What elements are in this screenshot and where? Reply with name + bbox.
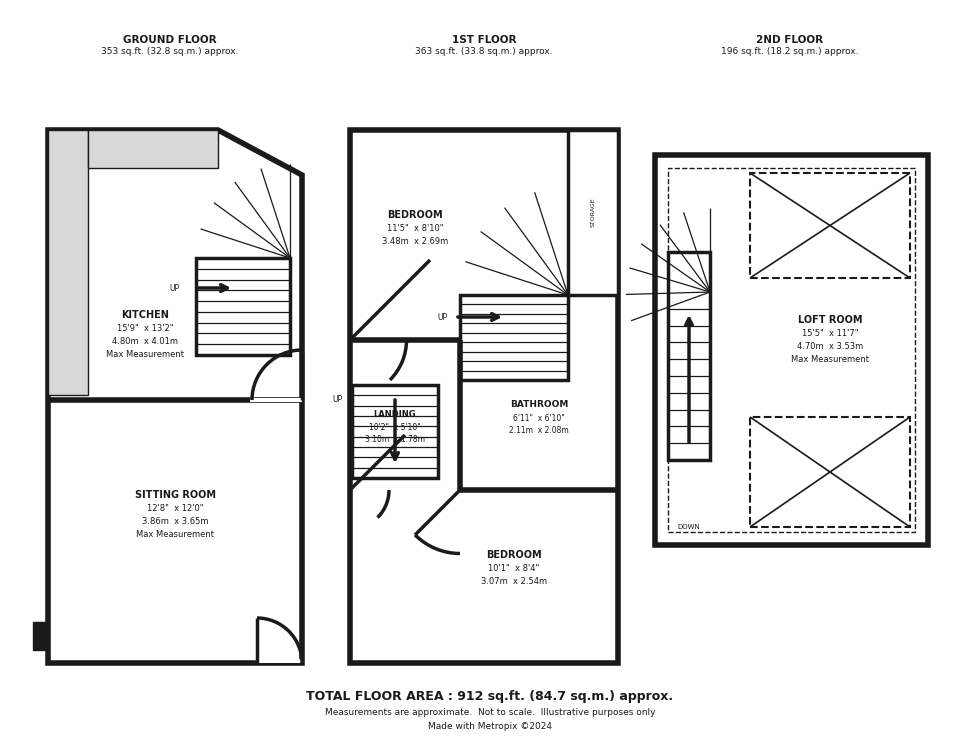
Text: 4.80m  x 4.01m: 4.80m x 4.01m [112, 337, 178, 346]
Text: KITCHEN: KITCHEN [122, 310, 169, 320]
Text: Max Measurement: Max Measurement [136, 530, 214, 539]
Text: BEDROOM: BEDROOM [486, 550, 542, 560]
Bar [568, 130, 618, 295]
Text: TOTAL FLOOR AREA : 912 sq.ft. (84.7 sq.m.) approx.: TOTAL FLOOR AREA : 912 sq.ft. (84.7 sq.m… [307, 690, 673, 703]
Text: LANDING: LANDING [373, 410, 416, 419]
Text: Measurements are approximate.  Not to scale.  Illustrative purposes only: Measurements are approximate. Not to sca… [324, 708, 656, 717]
Text: 3.86m  x 3.65m: 3.86m x 3.65m [142, 517, 209, 526]
Text: DOWN: DOWN [677, 524, 701, 530]
Text: 3.48m  x 2.69m: 3.48m x 2.69m [382, 237, 448, 246]
Bar [257, 659, 302, 663]
Bar [460, 295, 568, 380]
Text: 12'8"  x 12'0": 12'8" x 12'0" [147, 504, 203, 513]
Text: Made with Metropix ©2024: Made with Metropix ©2024 [428, 722, 552, 731]
Bar [655, 155, 928, 545]
Text: 2ND FLOOR: 2ND FLOOR [757, 35, 823, 45]
Bar [88, 130, 218, 168]
Polygon shape [48, 130, 302, 663]
Text: 15'9"  x 13'2": 15'9" x 13'2" [117, 324, 173, 333]
Text: 3.10m  x 1.78m: 3.10m x 1.78m [365, 435, 425, 444]
Text: 1ST FLOOR: 1ST FLOOR [452, 35, 516, 45]
Bar [250, 398, 302, 402]
Bar [33, 622, 48, 650]
Text: Max Measurement: Max Measurement [106, 350, 184, 359]
Text: 353 sq.ft. (32.8 sq.m.) approx.: 353 sq.ft. (32.8 sq.m.) approx. [101, 47, 239, 56]
Text: UP: UP [332, 395, 342, 404]
Text: UP: UP [169, 284, 179, 293]
Bar [352, 385, 438, 478]
Bar [750, 173, 910, 278]
Text: LOFT ROOM: LOFT ROOM [798, 315, 862, 325]
Text: BEDROOM: BEDROOM [387, 210, 443, 220]
Text: 11'5"  x 8'10": 11'5" x 8'10" [387, 224, 443, 233]
Bar [750, 417, 910, 527]
Bar [668, 252, 710, 460]
Text: UP: UP [437, 313, 447, 322]
Text: STORAGE: STORAGE [591, 198, 596, 228]
Bar [350, 130, 618, 663]
Text: 10'2"  x 5'10": 10'2" x 5'10" [369, 423, 420, 432]
Bar [48, 130, 88, 395]
Text: Max Measurement: Max Measurement [791, 355, 869, 364]
Text: SITTING ROOM: SITTING ROOM [134, 490, 216, 500]
Text: 2.11m  x 2.08m: 2.11m x 2.08m [510, 426, 568, 435]
Text: BATHROOM: BATHROOM [510, 400, 568, 409]
Text: 196 sq.ft. (18.2 sq.m.) approx.: 196 sq.ft. (18.2 sq.m.) approx. [721, 47, 858, 56]
Text: 15'5"  x 11'7": 15'5" x 11'7" [802, 329, 858, 338]
Text: GROUND FLOOR: GROUND FLOOR [123, 35, 217, 45]
Bar [668, 168, 915, 532]
Text: 3.07m  x 2.54m: 3.07m x 2.54m [481, 577, 547, 586]
Text: 363 sq.ft. (33.8 sq.m.) approx.: 363 sq.ft. (33.8 sq.m.) approx. [416, 47, 553, 56]
Text: 10'1"  x 8'4": 10'1" x 8'4" [488, 564, 540, 573]
Bar [196, 258, 290, 355]
Text: 4.70m  x 3.53m: 4.70m x 3.53m [797, 342, 863, 351]
Text: 6'11"  x 6'10": 6'11" x 6'10" [514, 414, 564, 423]
